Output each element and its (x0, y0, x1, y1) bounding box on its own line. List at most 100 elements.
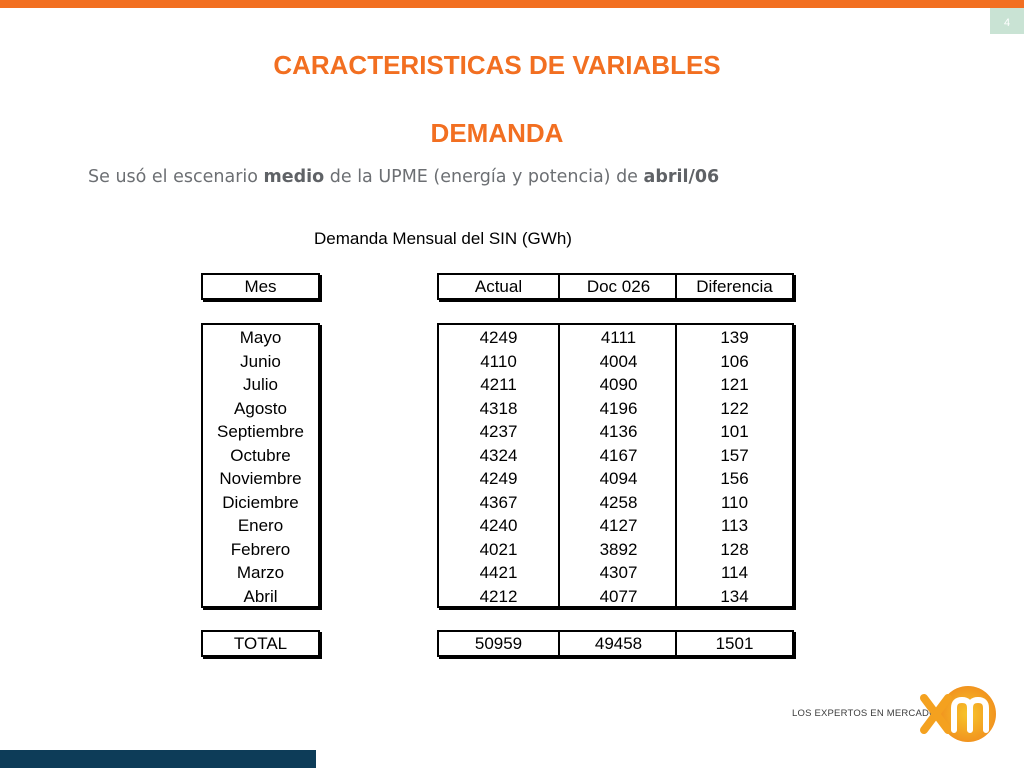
total-label: TOTAL (233, 634, 288, 653)
month-cell: Agosto (234, 398, 287, 418)
table-row-month: Enero (203, 514, 318, 537)
subtitle: Se usó el escenario medio de la UPME (en… (88, 167, 719, 187)
table-row: 4318 4196 122 (439, 397, 792, 420)
diferencia-cell: 113 (720, 516, 749, 535)
table-row: 4212 4077 134 (439, 585, 792, 608)
divider (675, 632, 677, 655)
table-row-month: Diciembre (203, 491, 318, 514)
divider (558, 325, 560, 606)
actual-cell: 4021 (479, 539, 518, 559)
divider (558, 275, 560, 298)
actual-cell: 4240 (479, 516, 518, 535)
table-row: 4211 4090 121 (439, 373, 792, 396)
bottom-accent-bar (0, 750, 316, 768)
month-cell: Abril (243, 586, 278, 606)
actual-cell: 4211 (480, 375, 517, 394)
divider (675, 275, 677, 298)
table-row-month: Agosto (203, 397, 318, 420)
actual-cell: 4318 (479, 398, 518, 418)
actual-cell: 4249 (479, 328, 518, 347)
month-cell: Octubre (230, 445, 291, 465)
diferencia-cell: 157 (720, 445, 749, 465)
month-cell: Enero (237, 516, 284, 535)
actual-cell: 4249 (479, 469, 518, 488)
doc-cell: 4090 (599, 375, 638, 394)
table-row: 4249 4094 156 (439, 467, 792, 490)
month-cell: Noviembre (219, 469, 302, 488)
diferencia-cell: 110 (720, 492, 749, 512)
table-row: 4249 4111 139 (439, 326, 792, 349)
diferencia-cell: 134 (720, 586, 749, 606)
actual-cell: 4367 (479, 492, 518, 512)
subtitle-bold2: abril/06 (643, 167, 720, 187)
table-row-month: Febrero (203, 538, 318, 561)
doc-cell: 4094 (599, 469, 638, 488)
month-cell: Septiembre (217, 422, 304, 441)
header-values-box: Actual Doc 026 Diferencia (437, 273, 794, 300)
diferencia-cell: 114 (720, 563, 749, 582)
doc-cell: 4127 (599, 516, 638, 535)
total-mes-box: TOTAL (201, 630, 320, 657)
table-row: 4367 4258 110 (439, 491, 792, 514)
diferencia-cell: 101 (720, 422, 749, 441)
divider (558, 632, 560, 655)
header-mes-box: Mes (201, 273, 320, 300)
month-cell: Marzo (236, 563, 285, 582)
section-title: DEMANDA (430, 118, 564, 148)
table-row-month: Octubre (203, 444, 318, 467)
total-doc: 49458 (594, 634, 643, 653)
table-row: 4324 4167 157 (439, 444, 792, 467)
company-logo: LOS EXPERTOS EN MERCADOS (792, 684, 1002, 744)
total-actual: 50959 (474, 634, 523, 653)
actual-cell: 4237 (479, 422, 518, 441)
table-caption: Demanda Mensual del SIN (GWh) (314, 229, 572, 248)
doc-cell: 4136 (599, 422, 638, 441)
actual-cell: 4212 (479, 586, 518, 606)
actual-cell: 4421 (479, 563, 518, 582)
subtitle-part2: de la UPME (energía y potencia) de (324, 167, 644, 187)
page-number: 4 (990, 8, 1024, 34)
diferencia-cell: 121 (720, 375, 749, 394)
doc-cell: 4258 (599, 492, 638, 512)
table-row: 4421 4307 114 (439, 561, 792, 584)
table-row-month: Junio (203, 350, 318, 373)
values-box: 4249 4111 139 4110 4004 106 4211 4090 121 4318 419… (437, 323, 794, 608)
table-row-month: Septiembre (203, 420, 318, 443)
months-box: Mayo Junio Julio Agosto Septiembre Octubre Nov… (201, 323, 320, 608)
doc-cell: 3892 (599, 539, 638, 559)
diferencia-cell: 106 (720, 351, 749, 371)
diferencia-cell: 156 (720, 469, 749, 488)
doc-cell: 4004 (599, 351, 638, 371)
subtitle-bold1: medio (263, 167, 325, 187)
table-row-month: Mayo (203, 326, 318, 349)
month-cell: Diciembre (222, 492, 299, 512)
table-row: 4237 4136 101 (439, 420, 792, 443)
doc-cell: 4307 (599, 563, 638, 582)
table-row-month: Abril (203, 585, 318, 608)
month-cell: Junio (240, 351, 281, 371)
table-row-month: Noviembre (203, 467, 318, 490)
xm-logo-icon (920, 686, 996, 742)
logo-tagline: LOS EXPERTOS EN MERCADOS (792, 708, 944, 719)
diferencia-cell: 128 (720, 539, 749, 559)
doc-cell: 4077 (599, 586, 638, 606)
month-cell: Febrero (230, 539, 291, 559)
divider (675, 325, 677, 606)
table-row: 4021 3892 128 (439, 538, 792, 561)
actual-cell: 4324 (479, 445, 518, 465)
diferencia-cell: 139 (720, 328, 749, 347)
total-diferencia: 1501 (715, 634, 754, 653)
header-doc: Doc 026 (586, 277, 651, 296)
doc-cell: 4196 (599, 398, 638, 418)
header-mes: Mes (244, 277, 277, 296)
table-row-month: Marzo (203, 561, 318, 584)
table-row-month: Julio (203, 373, 318, 396)
month-cell: Mayo (239, 328, 282, 347)
doc-cell: 4167 (599, 445, 638, 465)
header-diferencia: Diferencia (696, 277, 773, 296)
month-cell: Julio (243, 375, 278, 394)
doc-cell: 4111 (600, 328, 637, 347)
header-actual: Actual (474, 277, 523, 296)
subtitle-part1: Se usó el escenario (88, 167, 264, 187)
page-title: CARACTERISTICAS DE VARIABLES (273, 50, 721, 80)
